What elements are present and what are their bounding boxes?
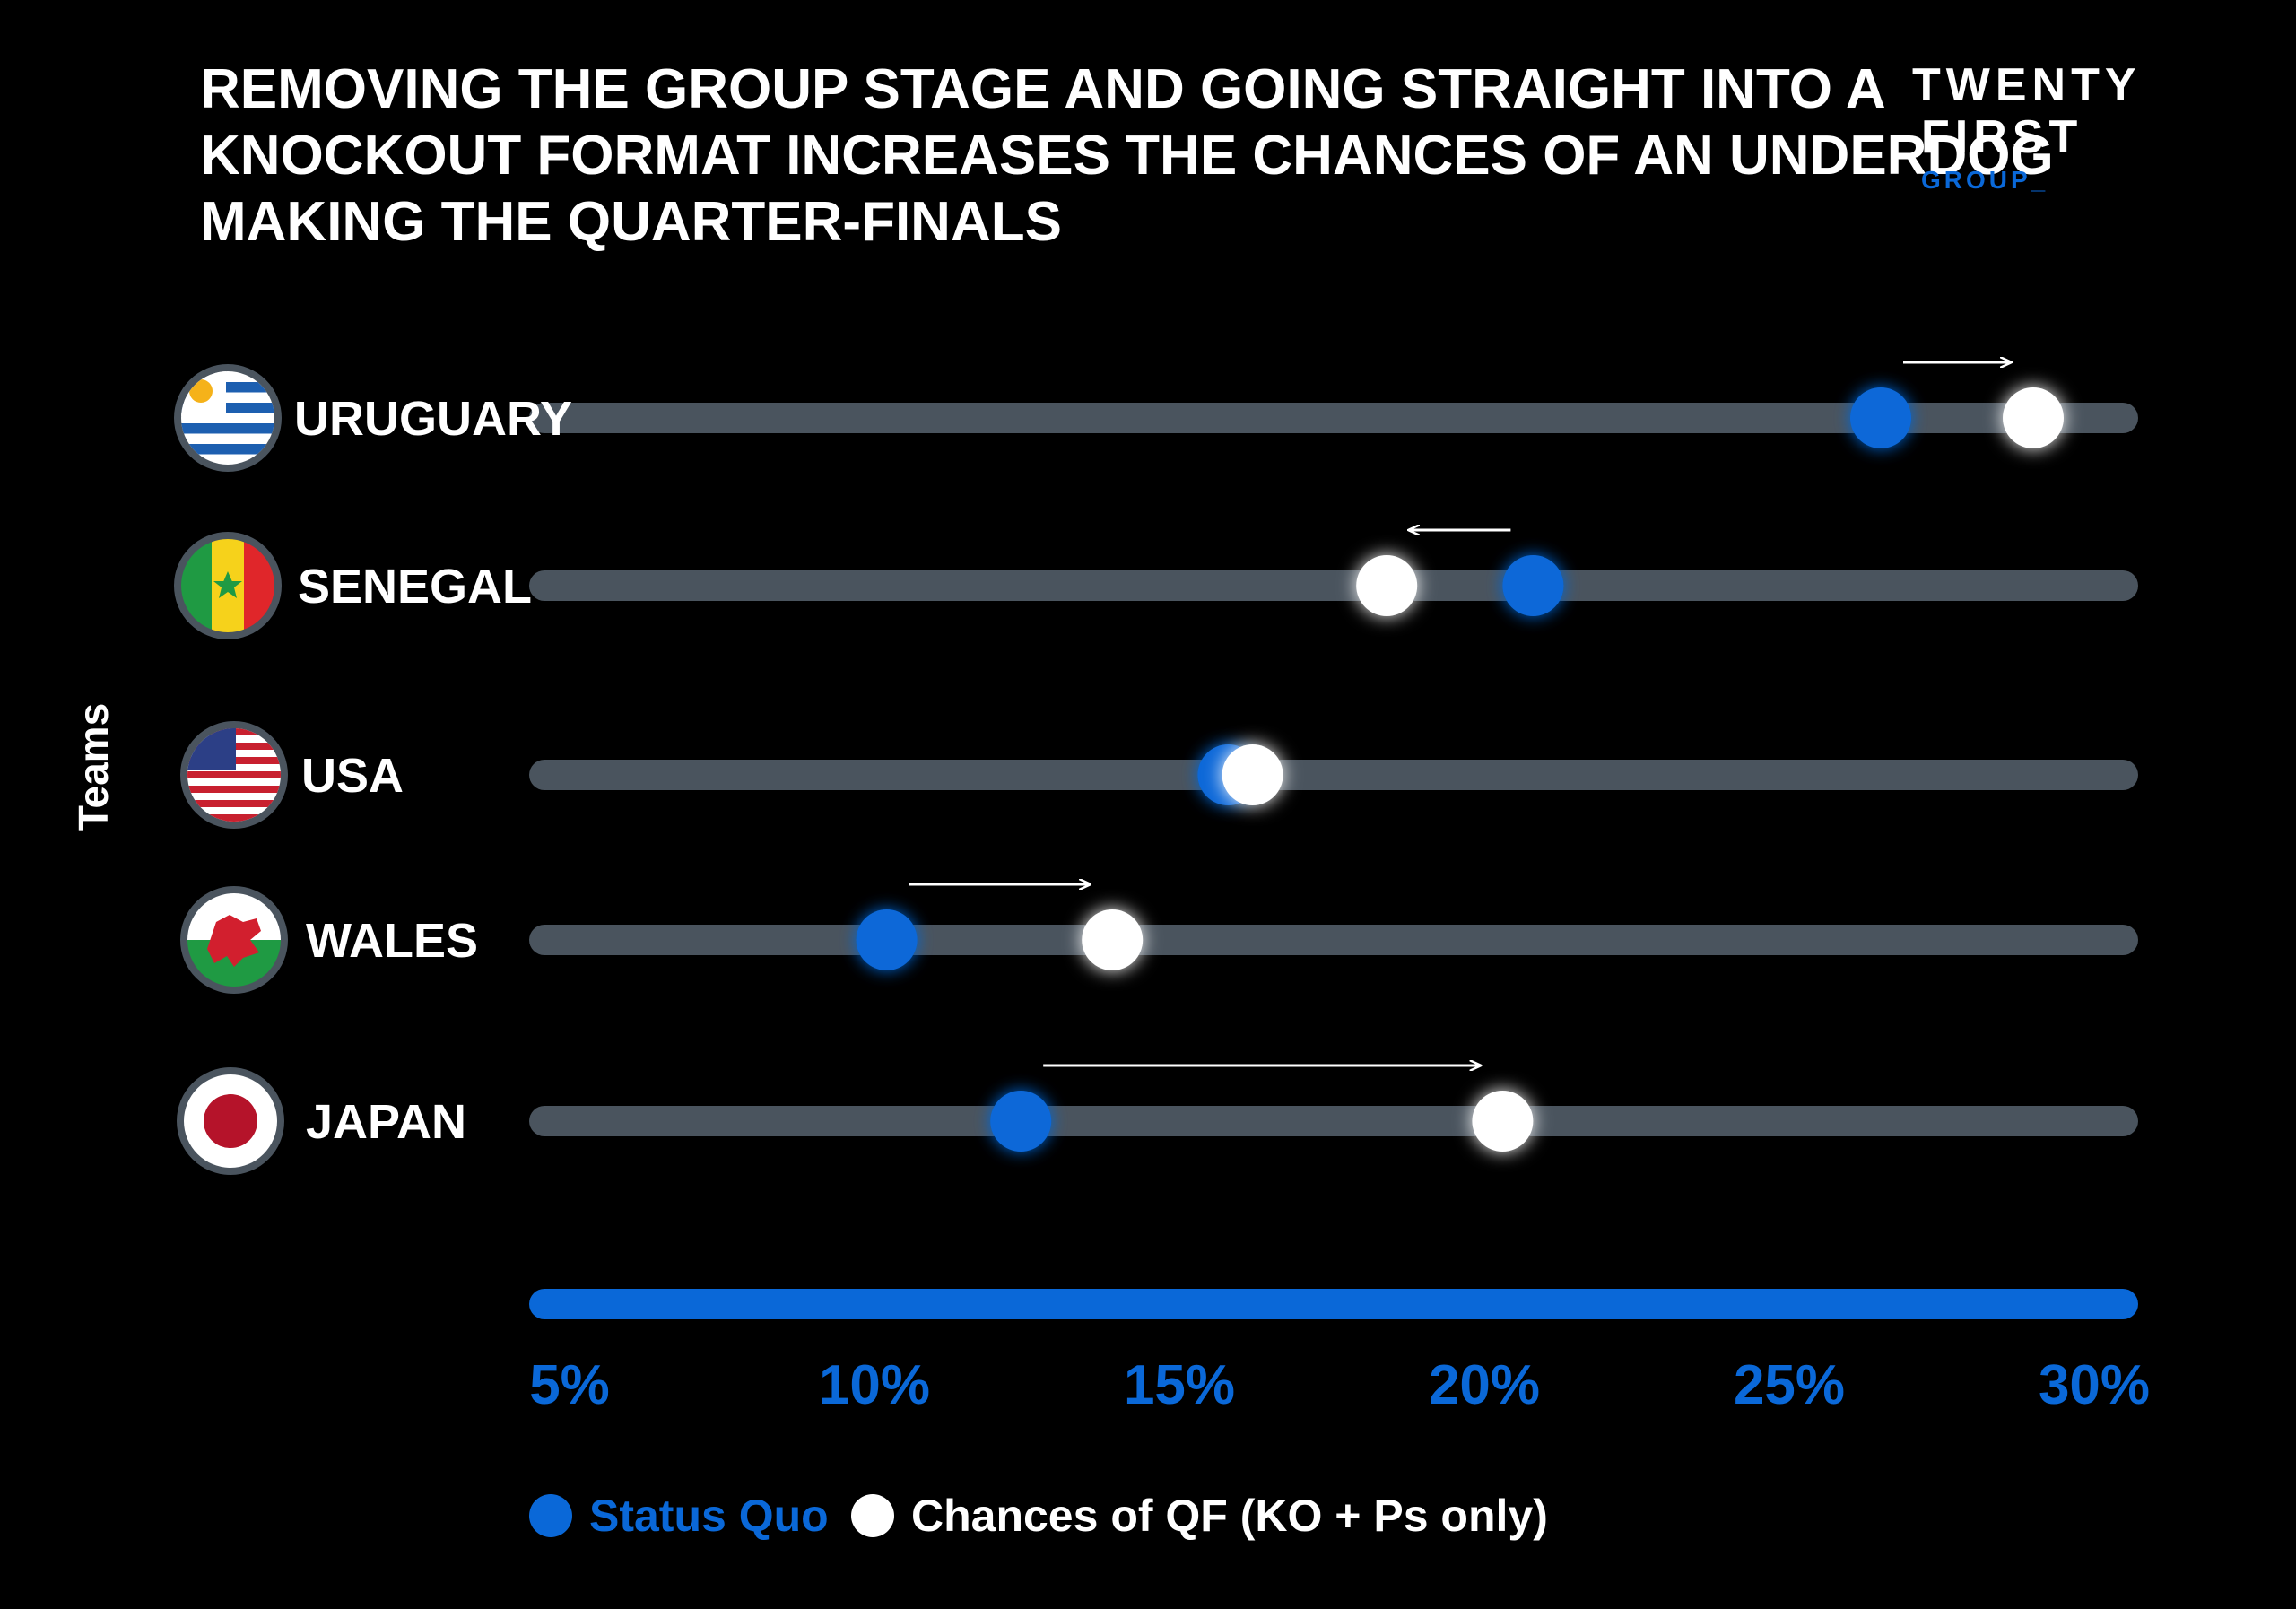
tick-label: 30%	[2039, 1354, 2150, 1416]
tick-label: 15%	[1124, 1354, 1235, 1416]
row-wales: WALES	[180, 884, 2138, 994]
team-label: JAPAN	[306, 1095, 466, 1149]
title-line-3: MAKING THE QUARTER-FINALS	[200, 191, 1062, 253]
knockout-dot	[1472, 1091, 1534, 1152]
knockout-dot	[1356, 555, 1418, 616]
tick-label: 10%	[819, 1354, 930, 1416]
status-quo-dot	[990, 1091, 1052, 1152]
team-label: WALES	[306, 914, 478, 968]
status-quo-dot	[1502, 555, 1564, 616]
track	[529, 760, 2138, 790]
logo-line-2: FIRST	[1921, 111, 2083, 163]
knockout-dot	[1222, 744, 1283, 805]
row-senegal: SENEGAL	[174, 530, 2138, 639]
legend-status-quo-label: Status Quo	[589, 1491, 829, 1541]
knockout-dot	[1082, 909, 1144, 970]
team-label: URUGUARY	[294, 392, 572, 446]
legend-knockout-marker	[851, 1494, 894, 1537]
japan-flag-icon	[184, 1074, 277, 1168]
row-usa: USA	[180, 721, 2138, 829]
chart-rows: URUGUARY SENEGAL USA WALES JAPAN	[174, 362, 2138, 1175]
row-uruguary: URUGUARY	[174, 362, 2138, 472]
tick-label: 5%	[529, 1354, 610, 1416]
usa-flag-icon	[187, 728, 281, 822]
team-label: USA	[301, 749, 404, 803]
uruguay-flag-icon	[181, 371, 274, 465]
flag-badge	[177, 1067, 284, 1175]
track	[529, 570, 2138, 601]
track	[529, 925, 2138, 955]
legend-knockout-label: Chances of QF (KO + Ps only)	[911, 1491, 1548, 1541]
x-axis-ticks: 5% 10% 15% 20% 25% 30%	[529, 1354, 2150, 1416]
y-axis-label: Teams	[70, 703, 117, 831]
legend: Status Quo Chances of QF (KO + Ps only)	[529, 1491, 1548, 1541]
flag-badge	[174, 364, 282, 472]
track	[529, 1106, 2138, 1136]
logo-line-1: TWENTY	[1912, 59, 2142, 111]
flag-badge	[180, 721, 288, 829]
flag-badge	[174, 532, 282, 639]
logo-line-3: GROUP_	[1921, 166, 2048, 194]
status-quo-dot	[856, 909, 918, 970]
status-quo-dot	[1850, 387, 1911, 448]
title-line-1: REMOVING THE GROUP STAGE AND GOING STRAI…	[200, 58, 1886, 120]
legend-status-quo-marker	[529, 1494, 572, 1537]
track	[529, 403, 2138, 433]
twenty-first-logo: TWENTY FIRST GROUP_	[1912, 59, 2142, 194]
team-label: SENEGAL	[298, 560, 532, 613]
x-axis-bar	[529, 1289, 2138, 1319]
tick-label: 20%	[1429, 1354, 1540, 1416]
knockout-dot	[2003, 387, 2064, 448]
chart-title: REMOVING THE GROUP STAGE AND GOING STRAI…	[200, 58, 2054, 253]
title-line-2: KNOCKOUT FORMAT INCREASES THE CHANCES OF…	[200, 125, 2054, 187]
row-japan: JAPAN	[177, 1065, 2138, 1175]
tick-label: 25%	[1734, 1354, 1845, 1416]
flag-badge	[180, 886, 288, 994]
